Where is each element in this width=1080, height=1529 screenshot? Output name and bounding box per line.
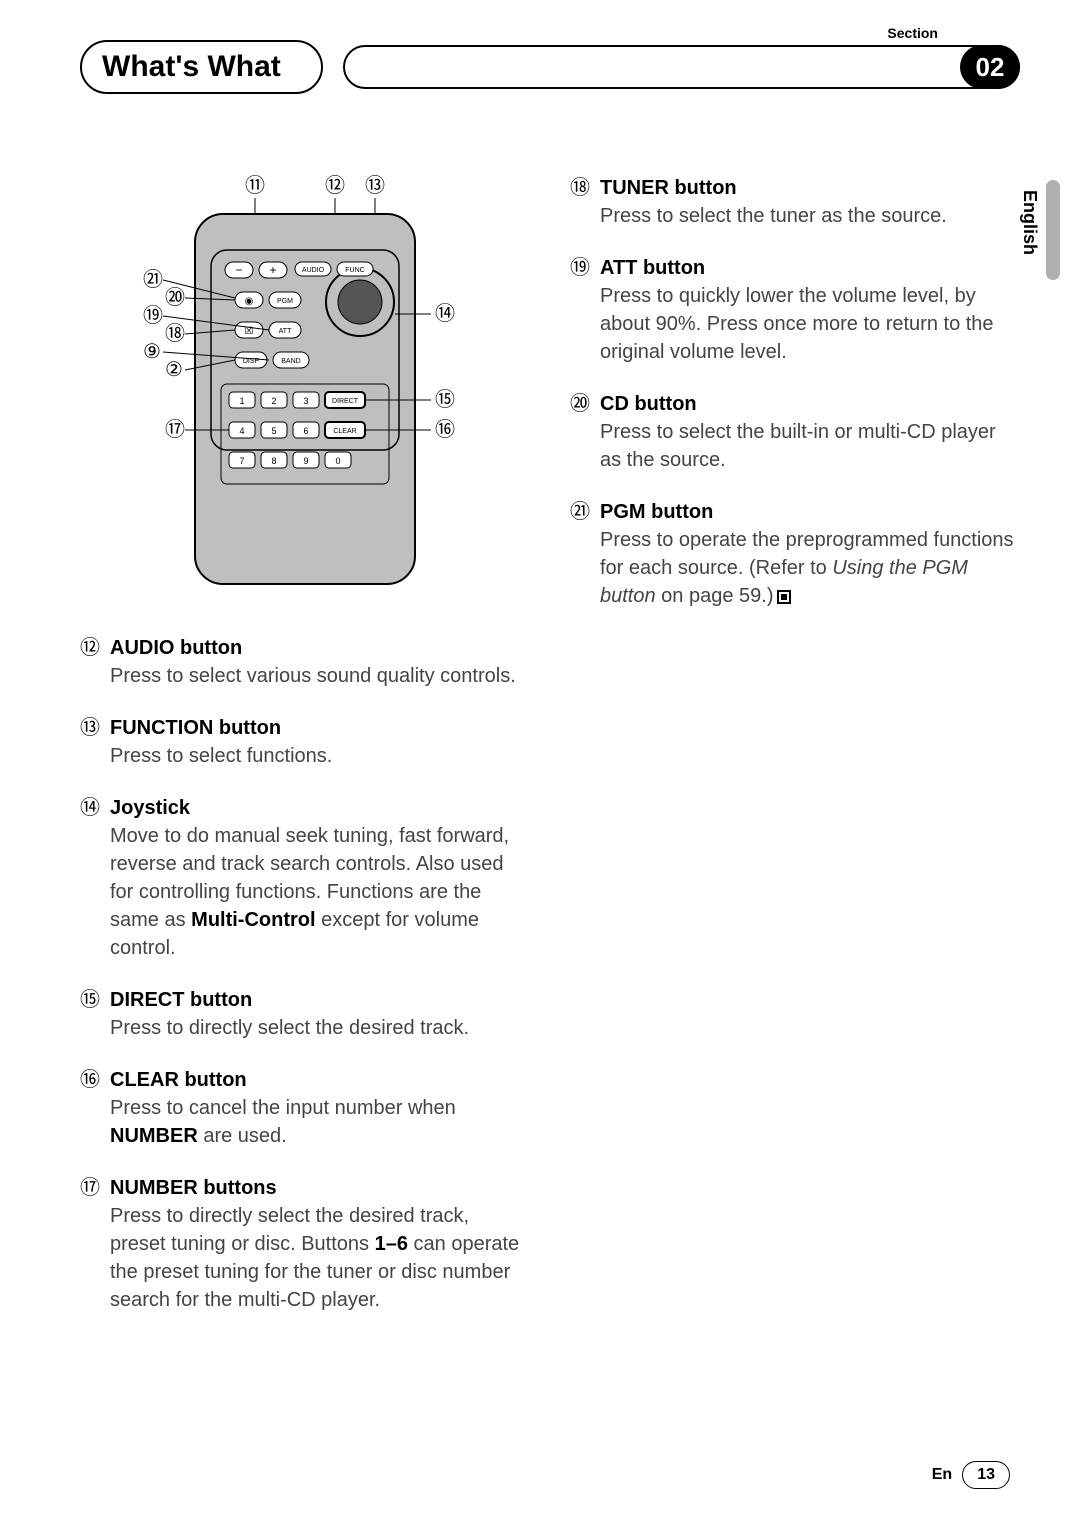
item-body: Move to do manual seek tuning, fast forw… (110, 822, 530, 962)
content-columns: ⑪ ⑫ ⑬ − + AUD (80, 174, 1020, 1338)
item-title: DIRECT button (110, 986, 252, 1014)
item-title: PGM button (600, 498, 713, 526)
description-item: ⑬ FUNCTION buttonPress to select function… (80, 714, 530, 770)
section-number: 02 (960, 45, 1020, 89)
svg-text:AUDIO: AUDIO (302, 267, 325, 274)
callout-19: ⑲ (143, 304, 163, 327)
language-tab: English (1019, 190, 1040, 255)
description-item: ⑫ AUDIO buttonPress to select various sou… (80, 634, 530, 690)
callout-18: ⑱ (165, 322, 185, 345)
callout-16: ⑯ (435, 418, 455, 441)
page-footer: En 13 (932, 1461, 1010, 1489)
item-body: Press to quickly lower the volume level,… (600, 282, 1020, 366)
item-body: Press to select the tuner as the source. (600, 202, 1020, 230)
svg-text:DIRECT: DIRECT (332, 398, 359, 405)
page-header: What's What Section 02 (80, 40, 1020, 94)
end-mark-icon (777, 590, 791, 604)
language-tab-bar (1046, 180, 1060, 280)
item-body: Press to operate the preprogrammed funct… (600, 526, 1020, 610)
footer-lang: En (932, 1466, 952, 1484)
item-number: ⑲ (570, 254, 590, 282)
svg-text:4: 4 (239, 426, 244, 436)
callout-9: ⑨ (143, 341, 161, 363)
description-item: ⑯ CLEAR buttonPress to cancel the input n… (80, 1066, 530, 1150)
svg-text:7: 7 (239, 456, 244, 466)
svg-text:8: 8 (271, 456, 276, 466)
svg-text:◉: ◉ (245, 296, 254, 307)
item-number: ⑰ (80, 1174, 100, 1202)
section-pill: Section 02 (343, 45, 1020, 89)
callout-2: ② (165, 359, 183, 381)
item-title: AUDIO button (110, 634, 242, 662)
description-item: ⑰ NUMBER buttonsPress to directly select … (80, 1174, 530, 1314)
item-body: Press to select various sound quality co… (110, 662, 530, 690)
item-number: ㉑ (570, 498, 590, 526)
description-item: ㉑ PGM buttonPress to operate the preprogr… (570, 498, 1020, 610)
item-title: TUNER button (600, 174, 737, 202)
svg-text:1: 1 (239, 396, 244, 406)
svg-text:6: 6 (303, 426, 308, 436)
item-number: ⑬ (80, 714, 100, 742)
page-number: 13 (962, 1461, 1010, 1489)
svg-text:9: 9 (303, 456, 308, 466)
callout-20: ⑳ (165, 286, 185, 309)
remote-diagram: ⑪ ⑫ ⑬ − + AUD (80, 174, 530, 594)
item-title: CD button (600, 390, 697, 418)
item-number: ⑳ (570, 390, 590, 418)
item-title: CLEAR button (110, 1066, 247, 1094)
item-body: Press to cancel the input number when NU… (110, 1094, 530, 1150)
item-number: ⑫ (80, 634, 100, 662)
item-title: NUMBER buttons (110, 1174, 277, 1202)
svg-text:+: + (269, 263, 276, 277)
section-label: Section (887, 25, 938, 41)
svg-text:5: 5 (271, 426, 276, 436)
callout-11: ⑪ (245, 174, 265, 197)
item-title: FUNCTION button (110, 714, 281, 742)
svg-text:CLEAR: CLEAR (333, 428, 356, 435)
remote-svg: ⑪ ⑫ ⑬ − + AUD (125, 174, 485, 594)
callout-12: ⑫ (325, 174, 345, 197)
item-title: ATT button (600, 254, 705, 282)
right-column: ⑱ TUNER buttonPress to select the tuner a… (570, 174, 1020, 1338)
description-item: ⑲ ATT buttonPress to quickly lower the vo… (570, 254, 1020, 366)
item-number: ⑮ (80, 986, 100, 1014)
callout-15: ⑮ (435, 388, 455, 411)
item-body: Press to directly select the desired tra… (110, 1014, 530, 1042)
item-body: Press to select functions. (110, 742, 530, 770)
item-body: Press to directly select the desired tra… (110, 1202, 530, 1314)
item-title: Joystick (110, 794, 190, 822)
svg-text:−: − (235, 263, 242, 277)
left-column: ⑪ ⑫ ⑬ − + AUD (80, 174, 530, 1338)
item-number: ⑭ (80, 794, 100, 822)
item-number: ⑯ (80, 1066, 100, 1094)
svg-text:3: 3 (303, 396, 308, 406)
svg-text:FUNC: FUNC (345, 267, 364, 274)
description-item: ⑳ CD buttonPress to select the built-in o… (570, 390, 1020, 474)
svg-text:ATT: ATT (279, 328, 292, 335)
description-item: ⑭ JoystickMove to do manual seek tuning, … (80, 794, 530, 962)
callout-13: ⑬ (365, 174, 385, 197)
svg-text:2: 2 (271, 396, 276, 406)
callout-21: ㉑ (143, 268, 163, 291)
callout-17: ⑰ (165, 418, 185, 441)
description-item: ⑮ DIRECT buttonPress to directly select t… (80, 986, 530, 1042)
svg-text:BAND: BAND (281, 358, 300, 365)
description-item: ⑱ TUNER buttonPress to select the tuner a… (570, 174, 1020, 230)
svg-text:0: 0 (335, 456, 340, 466)
item-body: Press to select the built-in or multi-CD… (600, 418, 1020, 474)
callout-14: ⑭ (435, 302, 455, 325)
svg-text:PGM: PGM (277, 298, 293, 305)
item-number: ⑱ (570, 174, 590, 202)
page-title: What's What (80, 40, 323, 94)
